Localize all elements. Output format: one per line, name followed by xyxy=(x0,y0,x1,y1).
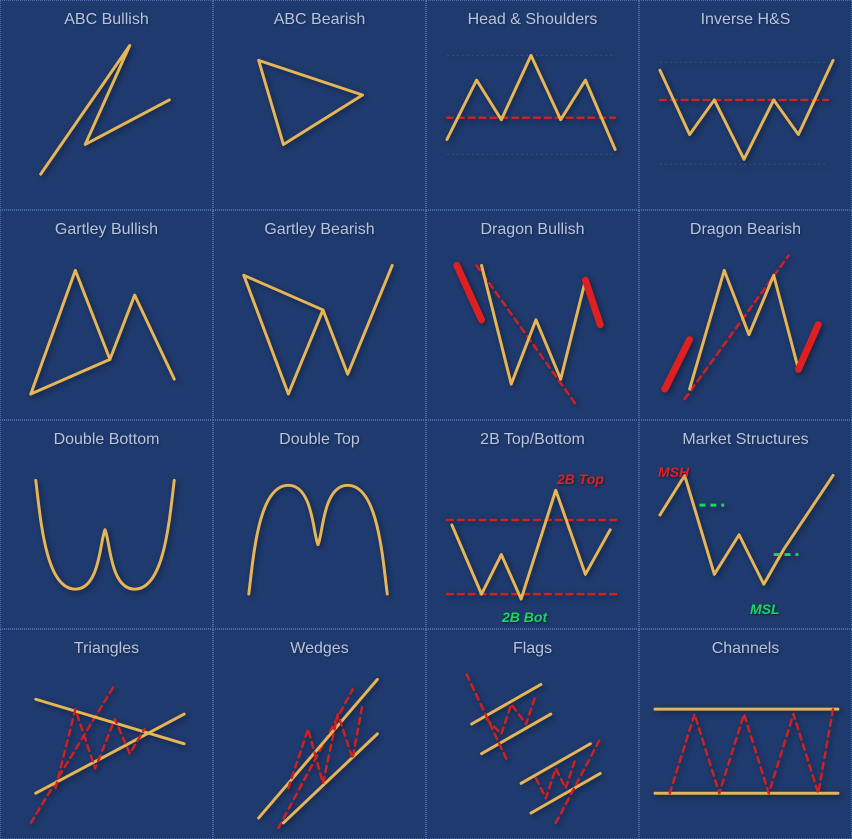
cell-double-top: Double Top xyxy=(213,420,426,630)
cell-triangles: Triangles xyxy=(0,629,213,839)
svg-inverse-hs xyxy=(640,1,851,209)
svg-wedges xyxy=(214,630,425,838)
svg-dragon-bullish xyxy=(427,211,638,419)
ann-market-structures: MSH xyxy=(658,464,689,480)
svg-market-structures xyxy=(640,421,851,629)
pattern-grid: ABC BullishABC BearishHead & ShouldersIn… xyxy=(0,0,852,839)
cell-gartley-bullish: Gartley Bullish xyxy=(0,210,213,420)
svg-2b-top-bottom xyxy=(427,421,638,629)
cell-dragon-bullish: Dragon Bullish xyxy=(426,210,639,420)
cell-head-shoulders: Head & Shoulders xyxy=(426,0,639,210)
svg-double-top xyxy=(214,421,425,629)
ann-2b-top-bottom: 2B Top xyxy=(557,471,604,487)
cell-dragon-bearish: Dragon Bearish xyxy=(639,210,852,420)
ann-market-structures: MSL xyxy=(750,601,780,617)
svg-abc-bearish xyxy=(214,1,425,209)
cell-double-bottom: Double Bottom xyxy=(0,420,213,630)
cell-2b-top-bottom: 2B Top/Bottom2B Top2B Bot xyxy=(426,420,639,630)
svg-gartley-bullish xyxy=(1,211,212,419)
cell-inverse-hs: Inverse H&S xyxy=(639,0,852,210)
cell-abc-bullish: ABC Bullish xyxy=(0,0,213,210)
svg-flags xyxy=(427,630,638,838)
svg-dragon-bearish xyxy=(640,211,851,419)
svg-channels xyxy=(640,630,851,838)
cell-wedges: Wedges xyxy=(213,629,426,839)
ann-2b-top-bottom: 2B Bot xyxy=(502,609,547,625)
cell-abc-bearish: ABC Bearish xyxy=(213,0,426,210)
svg-triangles xyxy=(1,630,212,838)
svg-abc-bullish xyxy=(1,1,212,209)
svg-double-bottom xyxy=(1,421,212,629)
cell-flags: Flags xyxy=(426,629,639,839)
cell-channels: Channels xyxy=(639,629,852,839)
svg-gartley-bearish xyxy=(214,211,425,419)
cell-market-structures: Market StructuresMSHMSL xyxy=(639,420,852,630)
svg-head-shoulders xyxy=(427,1,638,209)
cell-gartley-bearish: Gartley Bearish xyxy=(213,210,426,420)
